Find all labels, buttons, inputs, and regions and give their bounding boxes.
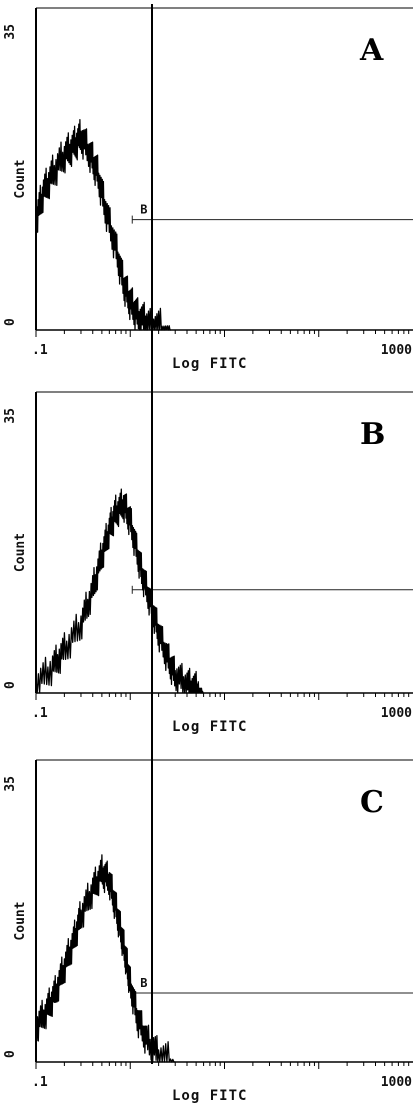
x-tick-label-min: .1 — [32, 706, 48, 721]
panel-letter: C — [360, 785, 384, 820]
x-tick-label-max: 1000 — [381, 1075, 412, 1090]
y-tick-label-min: 0 — [3, 1050, 18, 1058]
y-tick-label-max: 35 — [3, 24, 18, 40]
gate-label: B — [140, 203, 147, 217]
x-tick-label-min: .1 — [32, 1075, 48, 1090]
y-tick-label-max: 35 — [3, 408, 18, 424]
x-tick-label-min: .1 — [32, 343, 48, 358]
x-axis-label: Log FITC — [172, 1088, 247, 1104]
y-tick-label-max: 35 — [3, 776, 18, 792]
panel-letter: B — [360, 417, 385, 452]
y-axis-label: Count — [13, 901, 28, 940]
gate-label: B — [140, 976, 147, 990]
x-tick-label-max: 1000 — [381, 706, 412, 721]
panel-letter: A — [359, 33, 384, 68]
x-axis-label: Log FITC — [172, 356, 247, 372]
y-tick-label-min: 0 — [3, 318, 18, 326]
histogram-series-line — [35, 854, 176, 1063]
y-axis-label: Count — [13, 533, 28, 572]
histogram-series-line — [35, 488, 204, 694]
y-axis-label: Count — [13, 159, 28, 198]
x-tick-label-max: 1000 — [381, 343, 412, 358]
y-tick-label-min: 0 — [3, 681, 18, 689]
histogram-series-line — [35, 119, 171, 331]
x-axis-label: Log FITC — [172, 719, 247, 735]
